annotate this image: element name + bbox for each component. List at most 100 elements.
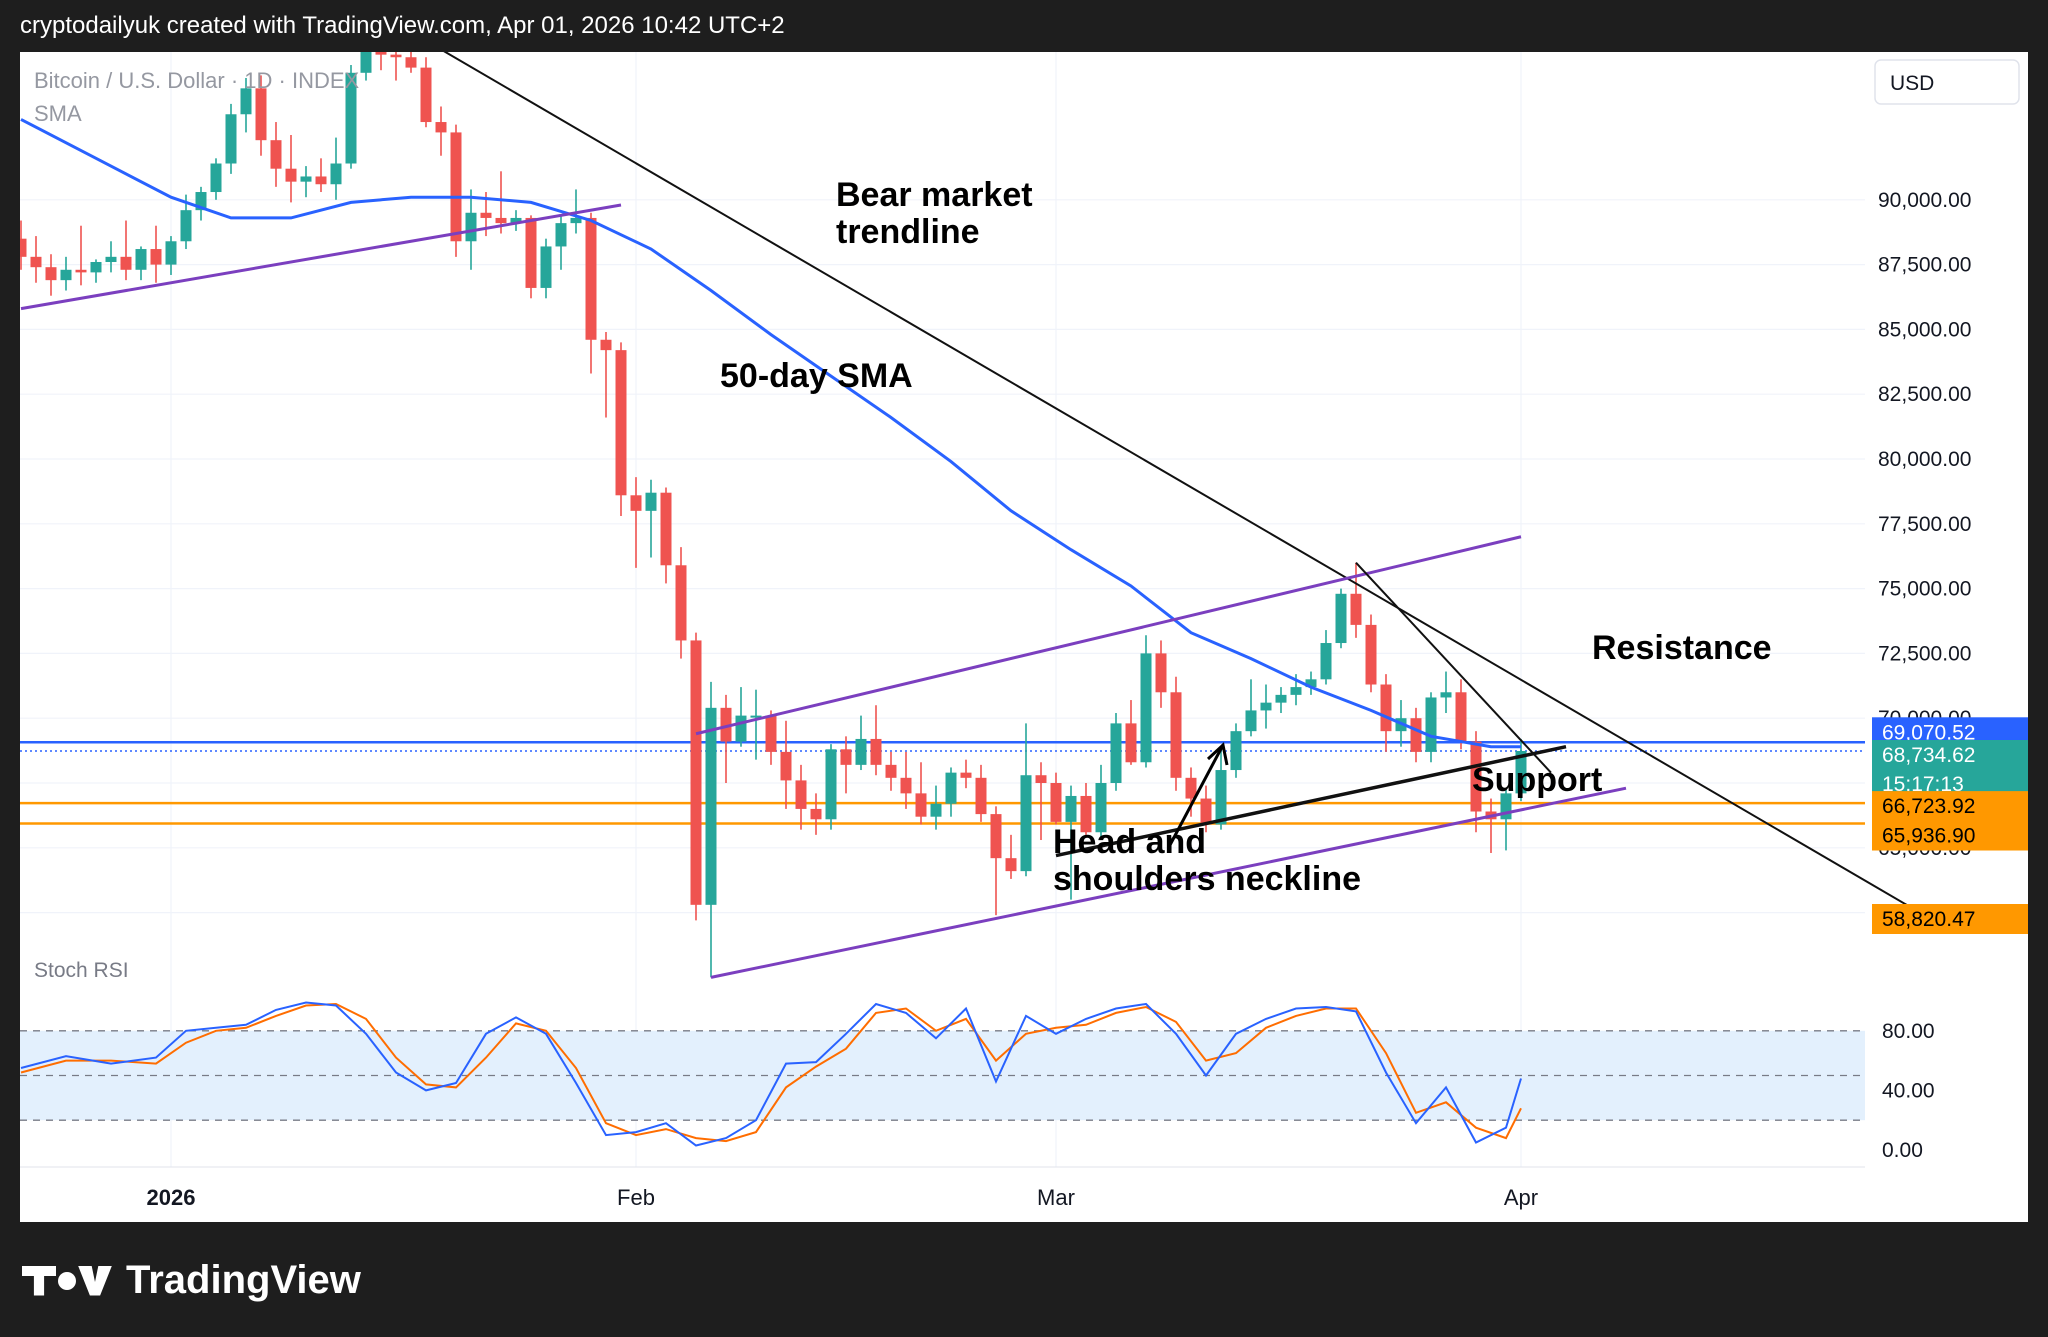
candle-body xyxy=(510,217,522,224)
candle-body xyxy=(60,269,72,281)
candle-body xyxy=(870,738,882,765)
price-tag xyxy=(1872,820,2028,851)
candle-body xyxy=(105,256,117,263)
candle-body xyxy=(255,88,267,141)
bear-trendline-label: trendline xyxy=(836,213,980,251)
candle-body xyxy=(1260,702,1272,711)
candle-body xyxy=(1470,741,1482,812)
candle-body xyxy=(1020,775,1032,872)
candlestick-series xyxy=(15,0,1527,978)
candle-body xyxy=(780,751,792,781)
price-tick-label: 85,000.00 xyxy=(1878,318,1971,341)
candle-body xyxy=(645,492,657,511)
candle-body xyxy=(1275,694,1287,703)
chart-canvas[interactable]: 0.00 40.00 80.00 Stoch RSI Bear market trend… xyxy=(15,0,2028,1222)
trendline-layer xyxy=(20,48,1912,979)
candle-body xyxy=(90,262,102,273)
candle-body xyxy=(660,492,672,566)
grid-layer xyxy=(20,52,1865,1167)
candle-body xyxy=(1305,679,1317,688)
price-tag-label: 65,936.90 xyxy=(1882,825,1975,848)
candle-body xyxy=(1125,723,1137,763)
head-shoulders-neckline xyxy=(1055,745,1567,858)
candle-body xyxy=(990,814,1002,859)
price-tick-label: 87,500.00 xyxy=(1878,254,1971,277)
price-chart[interactable]: 0.00 40.00 80.00 Stoch RSI Bear markettrend… xyxy=(15,0,2028,1222)
candle-body xyxy=(1425,697,1437,752)
candle-body xyxy=(1050,783,1062,822)
candle-body xyxy=(825,749,837,820)
candle-body xyxy=(135,249,147,270)
neckline-label: Head and xyxy=(1053,823,1206,861)
candle-body xyxy=(585,217,597,340)
candle-body xyxy=(150,249,162,265)
ascending-channel-lower xyxy=(710,786,1627,979)
candle-body xyxy=(720,707,732,742)
candle-body xyxy=(390,54,402,58)
candle-body xyxy=(405,57,417,68)
candle-body xyxy=(210,163,222,193)
sma-series xyxy=(20,118,1521,749)
candle-body xyxy=(1320,643,1332,680)
time-tick-label: Mar xyxy=(1037,1185,1075,1210)
time-tick-label: 2026 xyxy=(147,1185,196,1210)
price-tick-label: 75,000.00 xyxy=(1878,578,1971,601)
candle-body xyxy=(240,88,252,115)
candle-body xyxy=(1410,718,1422,752)
candle-body xyxy=(1155,653,1167,693)
ascending-channel-upper xyxy=(695,535,1522,736)
candle-body xyxy=(75,269,87,273)
price-tick-label: 90,000.00 xyxy=(1878,189,1971,212)
candle-body xyxy=(420,67,432,123)
candle-body xyxy=(375,20,387,55)
currency-button xyxy=(1874,59,2020,105)
candle-body xyxy=(900,777,912,794)
candle-body xyxy=(735,715,747,742)
price-tag-label: 69,070.52 xyxy=(1882,721,1975,744)
candle-body xyxy=(1455,692,1467,742)
price-tag xyxy=(1872,739,2028,798)
candle-body xyxy=(120,256,132,270)
candle-body xyxy=(180,210,192,242)
candle-body xyxy=(795,780,807,809)
candle-body xyxy=(270,140,282,169)
candle-body xyxy=(45,267,57,281)
sma-label: 50-day SMA xyxy=(720,357,913,395)
candle-body xyxy=(600,339,612,351)
price-tag xyxy=(1872,791,2028,822)
tradingview-logo[interactable]: TradingView xyxy=(22,1258,361,1303)
price-tick-label: 72,500.00 xyxy=(1878,642,1971,665)
bear-trendline-label: Bear market xyxy=(836,176,1033,214)
candle-body xyxy=(555,223,567,247)
candle-body xyxy=(195,192,207,211)
candle-body xyxy=(1005,858,1017,872)
neckline-label: shoulders neckline xyxy=(1053,860,1361,898)
candle-body xyxy=(1215,770,1227,825)
indicator-label: SMA xyxy=(34,101,82,126)
candle-body xyxy=(1380,684,1392,732)
candle-body xyxy=(30,256,42,268)
time-axis: 2026 Feb Mar Apr xyxy=(20,1166,1865,1210)
price-tag xyxy=(1872,904,2028,934)
candle-body xyxy=(1500,793,1512,820)
candle-body xyxy=(300,176,312,182)
candle-body xyxy=(1200,798,1212,825)
candle-body xyxy=(1365,624,1377,685)
time-tick-label: Feb xyxy=(617,1185,655,1210)
candle-body xyxy=(525,217,537,288)
support-label: Support xyxy=(1472,761,1602,799)
candle-body xyxy=(930,803,942,817)
candle-body xyxy=(705,707,717,905)
time-tick-label: Apr xyxy=(1504,1185,1538,1210)
candle-body xyxy=(810,808,822,820)
candle-body xyxy=(840,749,852,765)
candle-body xyxy=(360,20,372,73)
candle-body xyxy=(1185,777,1197,799)
chart-legend: Bitcoin / U.S. Dollar · 1D · INDEX SMA xyxy=(34,68,360,126)
candle-body xyxy=(885,764,897,778)
candle-body xyxy=(1290,687,1302,695)
symbol-title: Bitcoin / U.S. Dollar · 1D · INDEX xyxy=(34,68,360,93)
candle-body xyxy=(435,122,447,133)
candle-body xyxy=(1140,653,1152,763)
candle-body xyxy=(165,241,177,265)
